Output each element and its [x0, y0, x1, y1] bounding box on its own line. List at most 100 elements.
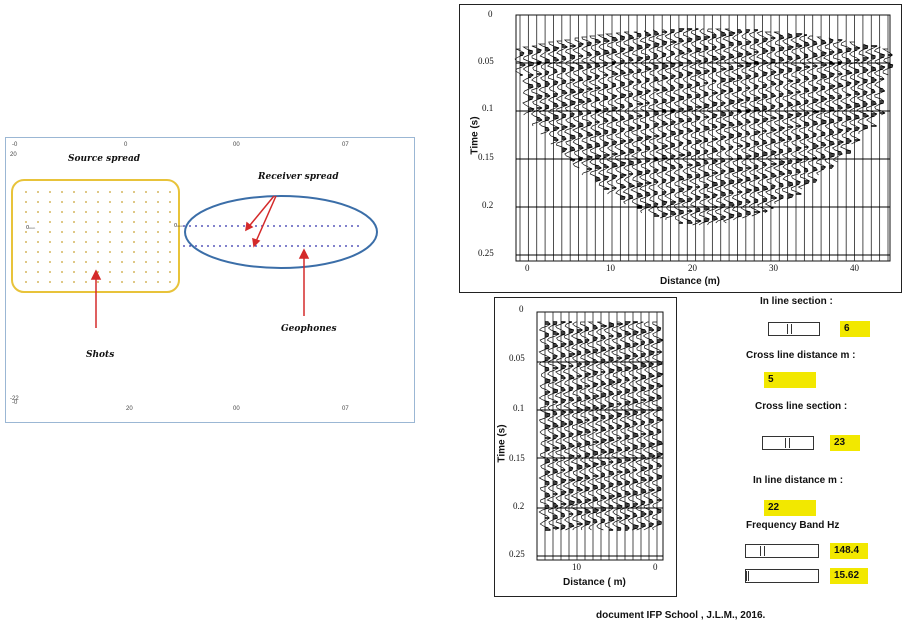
shot-dot	[73, 191, 75, 193]
trace-wiggle	[864, 45, 878, 127]
shot-dot	[121, 231, 123, 233]
frequency-band-label: Frequency Band Hz	[746, 520, 840, 531]
frequency-high-slider[interactable]	[745, 544, 819, 558]
shot-dot	[25, 191, 27, 193]
geophone-dot	[285, 245, 287, 247]
shot-dot	[73, 201, 75, 203]
shot-dot	[85, 271, 87, 273]
trace-fill	[662, 31, 669, 217]
trace-fill	[670, 29, 677, 215]
x-axis-title: Distance (m)	[660, 276, 721, 287]
shot-dot	[157, 251, 159, 253]
shot-dot	[25, 281, 27, 283]
y-tick: 0.1	[482, 103, 494, 113]
shot-dot	[157, 221, 159, 223]
crossline-section-value[interactable]: 23	[830, 435, 860, 451]
x-tick: 10	[606, 263, 615, 273]
inline-section-value[interactable]: 6	[840, 321, 870, 337]
shot-dot	[169, 281, 171, 283]
trace-fill	[561, 321, 567, 529]
shot-dot	[145, 251, 147, 253]
map-left-tick: -22	[10, 396, 19, 402]
trace-fill	[577, 329, 583, 525]
trace-fill	[770, 37, 777, 209]
shot-dot	[49, 231, 51, 233]
geophone-dot	[273, 225, 275, 227]
x-axis-title: Distance ( m)	[563, 577, 626, 588]
geophone-dot	[351, 245, 353, 247]
shot-dot	[157, 211, 159, 213]
trace-fill	[888, 54, 893, 68]
shot-dot	[145, 201, 147, 203]
shot-dot	[61, 231, 63, 233]
inline-distance-label: In line distance m :	[753, 475, 844, 486]
geophone-dot	[267, 245, 269, 247]
geophone-dot	[219, 225, 221, 227]
trace-wiggle	[570, 321, 584, 531]
map-bottom-tick: 20	[126, 406, 133, 412]
shot-dot	[73, 281, 75, 283]
shot-dot	[97, 221, 99, 223]
geophone-dot	[243, 245, 245, 247]
shot-dot	[145, 261, 147, 263]
geophone-dot	[357, 225, 359, 227]
shot-dot	[61, 241, 63, 243]
shot-dot	[49, 201, 51, 203]
trace-wiggle	[664, 29, 678, 221]
shot-dot	[121, 201, 123, 203]
slider-thumb[interactable]	[760, 546, 765, 556]
trace-wiggle	[881, 48, 894, 76]
crossline-distance-value[interactable]: 5	[764, 372, 816, 388]
y-axis-title: Time (s)	[469, 116, 481, 155]
trace-wiggle	[554, 321, 568, 531]
slider-thumb[interactable]	[787, 324, 792, 334]
frequency-high-value[interactable]: 148.4	[830, 543, 868, 559]
shot-dot	[85, 281, 87, 283]
shot-dot	[37, 211, 39, 213]
shot-dot	[169, 201, 171, 203]
trace-wiggle	[789, 33, 803, 195]
trace-fill	[561, 44, 568, 152]
shot-dot	[61, 221, 63, 223]
shot-dot	[157, 271, 159, 273]
acquisition-layout-panel: -0 0 00 07 -0 20 00 07 20 -22 0ₘₘ 0ₘₘ So…	[5, 137, 415, 423]
shot-dot	[145, 221, 147, 223]
frequency-low-slider[interactable]	[745, 569, 819, 583]
inline-section-slider[interactable]	[768, 322, 820, 336]
y-tick: 0	[488, 9, 493, 19]
geophone-dot	[207, 225, 209, 227]
shot-dot	[49, 251, 51, 253]
shot-dot	[109, 271, 111, 273]
shot-dot	[109, 231, 111, 233]
shot-dot	[37, 271, 39, 273]
trace-fill	[536, 49, 543, 121]
geophone-dot	[183, 245, 185, 247]
geophone-dot	[321, 225, 323, 227]
trace-fill	[620, 36, 627, 200]
shot-dot	[73, 241, 75, 243]
trace-wiggle	[546, 321, 560, 531]
slider-thumb[interactable]	[746, 571, 749, 581]
trace-fill	[570, 45, 576, 161]
shot-dot	[85, 231, 87, 233]
trace-fill	[837, 39, 844, 155]
y-axis-title: Time (s)	[496, 424, 508, 463]
shot-dot	[37, 241, 39, 243]
shot-dot	[85, 211, 87, 213]
frequency-low-value[interactable]: 15.62	[830, 568, 868, 584]
shot-dots-grid	[25, 191, 171, 283]
trace-fill	[854, 47, 861, 141]
trace-wiggle	[614, 32, 627, 200]
crossline-section-slider[interactable]	[762, 436, 814, 450]
shot-dot	[85, 241, 87, 243]
shot-dot	[133, 231, 135, 233]
shot-dot	[121, 281, 123, 283]
trace-wiggle	[630, 31, 644, 209]
shot-dot	[25, 201, 27, 203]
slider-thumb[interactable]	[785, 438, 790, 448]
shot-dot	[109, 221, 111, 223]
shot-dot	[25, 251, 27, 253]
trace-wiggle	[814, 36, 828, 176]
shot-dot	[169, 251, 171, 253]
inline-distance-value[interactable]: 22	[764, 500, 816, 516]
